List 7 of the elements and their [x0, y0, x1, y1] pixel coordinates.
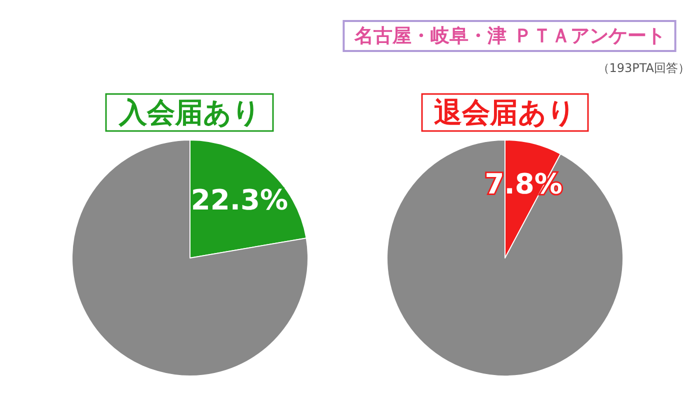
chart-title: 退会届あり: [434, 96, 576, 129]
pie-slice: [386, 140, 624, 376]
text: 名古屋・岐阜・津 ＰＴＡアンケート: [354, 25, 666, 47]
pie-slice: [72, 140, 308, 376]
data-label: 22.3%: [190, 183, 288, 216]
chart-title: 入会届あり: [118, 96, 261, 129]
text: （193PTA回答）: [597, 61, 690, 75]
